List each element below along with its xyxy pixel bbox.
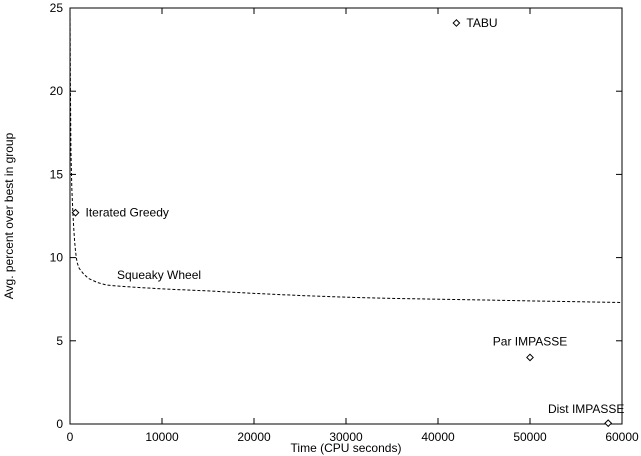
annotation-squeaky-wheel: Squeaky Wheel	[117, 268, 201, 282]
x-tick-label: 50000	[513, 430, 547, 444]
annotation-dist-impasse: Dist IMPASSE	[548, 402, 624, 416]
point-par-impasse	[526, 353, 534, 362]
point-tabu	[452, 19, 461, 27]
y-tick-label: 25	[50, 1, 64, 15]
y-tick-label: 5	[56, 334, 63, 348]
x-tick-label: 40000	[421, 430, 455, 444]
x-tick-label: 20000	[237, 430, 271, 444]
y-tick-label: 15	[50, 167, 64, 181]
annotation-iterated-greedy: Iterated Greedy	[86, 206, 169, 220]
annotation-par-impasse: Par IMPASSE	[493, 334, 567, 348]
y-tick-label: 10	[50, 251, 64, 265]
x-tick-label: 30000	[329, 430, 363, 444]
y-tick-label: 20	[50, 84, 64, 98]
annotation-group: Squeaky Wheel Iterated Greedy TABU Par IMPA…	[86, 16, 625, 416]
x-tick-label: 0	[67, 430, 74, 444]
x-tick-label: 10000	[145, 430, 179, 444]
x-axis-label: Time (CPU seconds)	[291, 441, 402, 455]
series-group	[69, 7, 623, 428]
point-dist-impasse	[604, 419, 613, 428]
annotation-tabu: TABU	[466, 16, 497, 30]
tick-group: 0 10000 20000 30000 40000 50000 60000 0 5 10 15 20 2…	[50, 1, 639, 444]
y-tick-label: 0	[56, 417, 63, 431]
series-line-squeaky-wheel	[69, 7, 623, 303]
y-axis-label: Avg. percent over best in group	[2, 132, 16, 299]
x-tick-label: 60000	[605, 430, 639, 444]
point-iterated-greedy	[71, 208, 80, 217]
